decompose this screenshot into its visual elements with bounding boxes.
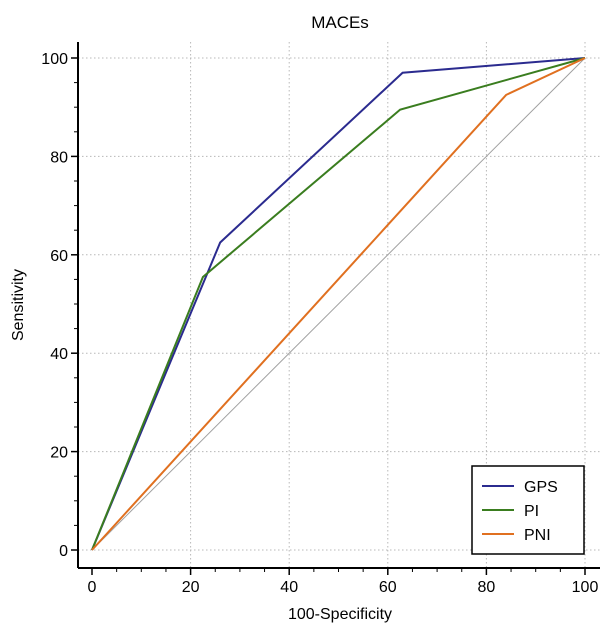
axes: 0 20 40 60 80 100 0 20 40 60 80 100 — [41, 42, 600, 596]
x-tick-label: 60 — [379, 579, 397, 596]
x-tick-label: 20 — [182, 579, 200, 596]
series-line-pi — [91, 57, 586, 551]
series-lines — [91, 57, 586, 551]
x-axis-label: 100-Specificity — [288, 606, 392, 623]
legend-label-gps: GPS — [524, 479, 558, 496]
y-tick-label: 100 — [41, 51, 68, 68]
x-tick-label: 0 — [88, 579, 97, 596]
x-tick-label: 80 — [478, 579, 496, 596]
series-line-pni — [91, 57, 586, 551]
chart-title: MACEs — [311, 13, 369, 32]
x-tick-label: 100 — [572, 579, 599, 596]
y-tick-label: 80 — [50, 149, 68, 166]
legend-label-pni: PNI — [524, 527, 551, 544]
y-tick-label: 20 — [50, 445, 68, 462]
legend: GPS PI PNI — [471, 465, 585, 555]
legend-label-pi: PI — [524, 503, 539, 520]
y-tick-label: 60 — [50, 248, 68, 265]
reference-diagonal — [91, 57, 586, 551]
y-tick-label: 40 — [50, 346, 68, 363]
y-axis-label: Sensitivity — [10, 269, 27, 341]
y-tick-label: 0 — [59, 543, 68, 560]
x-tick-label: 40 — [280, 579, 298, 596]
series-line-gps — [91, 57, 586, 551]
grid — [78, 42, 600, 568]
